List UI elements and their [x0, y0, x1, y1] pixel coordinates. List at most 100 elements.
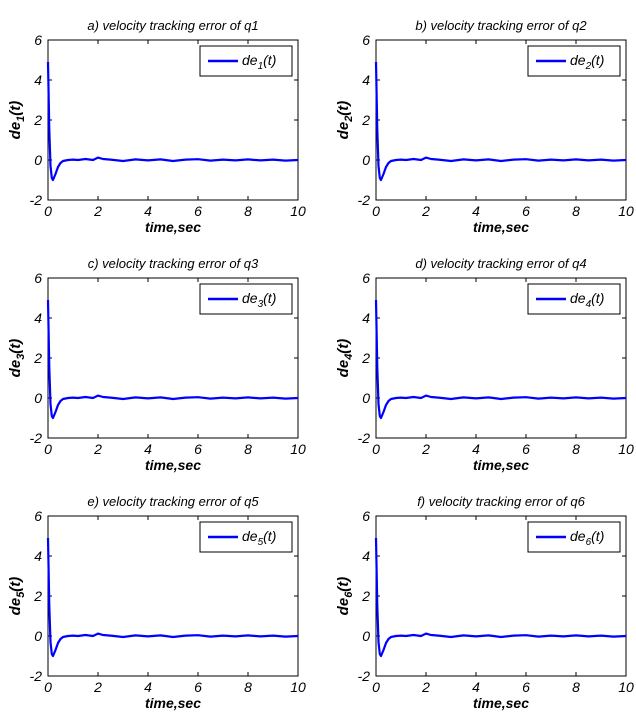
legend-entry: de2(t) [570, 52, 604, 72]
x-tick-label: 10 [618, 679, 634, 695]
x-axis-label: time,sec [473, 457, 529, 473]
y-tick-label: 0 [362, 152, 370, 168]
series-line [374, 537, 627, 658]
y-tick-label: -2 [358, 430, 371, 446]
chart-title: e) velocity tracking error of q5 [87, 494, 259, 509]
x-tick-label: 6 [194, 441, 202, 457]
x-tick-label: 8 [244, 203, 252, 219]
legend: de3(t) [199, 283, 293, 315]
y-tick-label: 0 [362, 390, 370, 406]
y-tick-label: 2 [361, 588, 370, 604]
series-line [46, 537, 299, 658]
x-axis-label: time,sec [145, 457, 201, 473]
y-axis-label: de4(t) [335, 339, 355, 378]
y-tick-label: -2 [358, 192, 371, 208]
legend: de6(t) [527, 521, 621, 553]
y-tick-label: 4 [362, 72, 370, 88]
x-tick-label: 10 [618, 441, 634, 457]
x-tick-label: 10 [290, 203, 306, 219]
x-axis-label: time,sec [145, 695, 201, 711]
x-tick-label: 0 [44, 203, 52, 219]
legend-entry: de4(t) [570, 290, 604, 310]
x-axis-label: time,sec [145, 219, 201, 235]
chart-title: c) velocity tracking error of q3 [88, 256, 259, 271]
x-tick-label: 0 [44, 441, 52, 457]
x-tick-label: 6 [522, 203, 530, 219]
y-tick-label: 4 [34, 72, 42, 88]
chart-panel-2: b) velocity tracking error of q2 0 2 4 6 8 10 -… [335, 18, 634, 235]
x-tick-label: 6 [522, 679, 530, 695]
x-tick-label: 4 [472, 203, 480, 219]
y-tick-label: 0 [34, 152, 42, 168]
legend: de4(t) [527, 283, 621, 315]
x-axis-label: time,sec [473, 695, 529, 711]
x-tick-label: 8 [244, 441, 252, 457]
y-tick-label: 4 [362, 548, 370, 564]
y-axis-label: de3(t) [7, 339, 27, 378]
x-tick-label: 6 [194, 679, 202, 695]
chart-title: a) velocity tracking error of q1 [87, 18, 258, 33]
legend-box [199, 45, 293, 77]
y-tick-label: -2 [358, 668, 371, 684]
x-axis-label: time,sec [473, 219, 529, 235]
y-tick-label: 6 [34, 32, 42, 48]
chart-title: f) velocity tracking error of q6 [417, 494, 585, 509]
x-tick-label: 0 [44, 679, 52, 695]
x-tick-label: 2 [421, 203, 430, 219]
legend: de2(t) [527, 45, 621, 77]
y-tick-label: 6 [362, 508, 370, 524]
x-tick-label: 2 [421, 441, 430, 457]
x-tick-label: 0 [372, 203, 380, 219]
y-tick-label: 6 [34, 270, 42, 286]
chart-title: d) velocity tracking error of q4 [415, 256, 586, 271]
x-tick-label: 4 [144, 441, 152, 457]
x-tick-label: 8 [244, 679, 252, 695]
y-tick-label: -2 [30, 668, 43, 684]
y-axis-label: de1(t) [7, 101, 27, 140]
x-tick-label: 4 [472, 679, 480, 695]
series-line [374, 299, 627, 420]
y-tick-label: 2 [33, 350, 42, 366]
y-tick-label: 6 [362, 270, 370, 286]
legend: de1(t) [199, 45, 293, 77]
x-tick-label: 4 [144, 203, 152, 219]
chart-panel-4: d) velocity tracking error of q4 0 2 4 6 8 10 -… [335, 256, 634, 473]
x-tick-label: 6 [194, 203, 202, 219]
legend-entry: de6(t) [570, 528, 604, 548]
y-tick-label: -2 [30, 192, 43, 208]
y-tick-label: 2 [33, 588, 42, 604]
y-tick-label: 2 [33, 112, 42, 128]
x-tick-label: 2 [93, 203, 102, 219]
x-tick-label: 2 [93, 679, 102, 695]
legend-entry: de5(t) [242, 528, 276, 548]
x-tick-label: 2 [93, 441, 102, 457]
chart-title: b) velocity tracking error of q2 [415, 18, 587, 33]
chart-panel-6: f) velocity tracking error of q6 0 2 4 6 8 10 -… [335, 494, 634, 711]
legend: de5(t) [199, 521, 293, 553]
x-tick-label: 8 [572, 203, 580, 219]
legend-entry: de1(t) [242, 52, 276, 72]
y-tick-label: -2 [30, 430, 43, 446]
series-line [46, 299, 299, 420]
legend-entry: de3(t) [242, 290, 276, 310]
y-tick-label: 4 [34, 548, 42, 564]
y-axis-label: de6(t) [335, 577, 355, 616]
x-tick-label: 2 [421, 679, 430, 695]
y-tick-label: 2 [361, 350, 370, 366]
x-tick-label: 6 [522, 441, 530, 457]
y-tick-label: 0 [34, 628, 42, 644]
y-tick-label: 6 [362, 32, 370, 48]
y-axis-label: de5(t) [7, 577, 27, 616]
x-tick-label: 0 [372, 441, 380, 457]
x-tick-label: 8 [572, 441, 580, 457]
series-line [46, 61, 299, 182]
y-tick-label: 0 [34, 390, 42, 406]
y-tick-label: 0 [362, 628, 370, 644]
x-tick-label: 4 [472, 441, 480, 457]
y-axis-label: de2(t) [335, 101, 355, 140]
y-tick-label: 4 [362, 310, 370, 326]
x-tick-label: 10 [290, 679, 306, 695]
x-tick-label: 4 [144, 679, 152, 695]
x-tick-label: 8 [572, 679, 580, 695]
